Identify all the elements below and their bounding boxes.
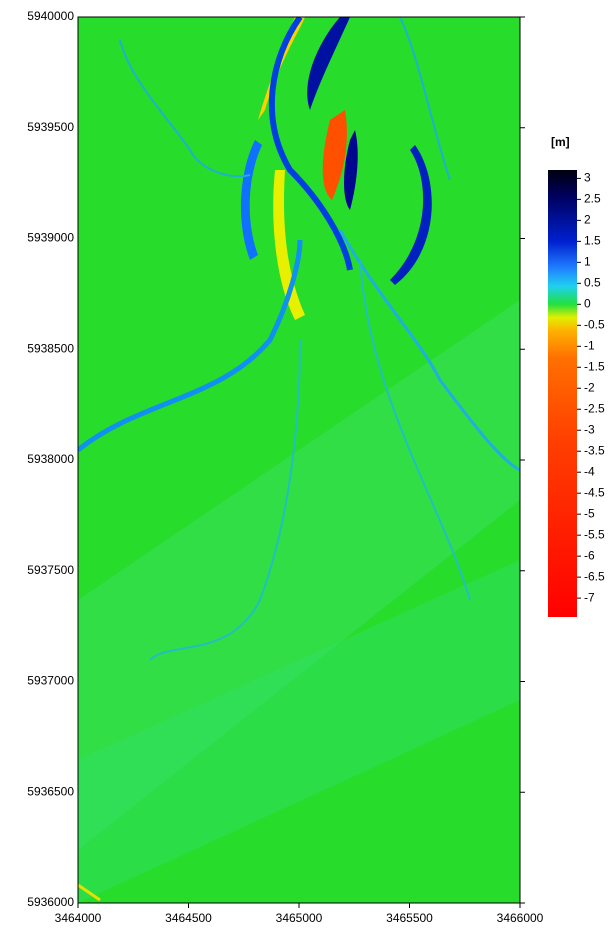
colorbar-tick-label: 1 bbox=[584, 255, 591, 269]
colorbar-tick-label: -2.5 bbox=[584, 401, 605, 415]
map-figure: [m] 3464000 3464500 3465000 3465500 3466000 5… bbox=[0, 0, 614, 933]
colorbar-tick-label: -3.5 bbox=[584, 443, 605, 457]
y-tick-label: 5938500 bbox=[27, 341, 74, 355]
raster bbox=[78, 17, 520, 903]
y-tick-label: 5937500 bbox=[27, 563, 74, 577]
x-tick-label: 3464500 bbox=[165, 911, 212, 925]
colorbar-tick-label: 1.5 bbox=[584, 234, 601, 248]
colorbar-tick-label: 0.5 bbox=[584, 275, 601, 289]
y-tick-label: 5939000 bbox=[27, 231, 74, 245]
colorbar-tick-label: 2.5 bbox=[584, 192, 601, 206]
colorbar-tick-label: -5.5 bbox=[584, 527, 605, 541]
x-tick-label: 3465500 bbox=[386, 911, 433, 925]
x-tick-label: 3464000 bbox=[55, 911, 102, 925]
colorbar-label: [m] bbox=[551, 135, 570, 149]
x-tick-label: 3466000 bbox=[497, 911, 544, 925]
colorbar-tick-label: -4.5 bbox=[584, 485, 605, 499]
colorbar-tick-label: 2 bbox=[584, 213, 591, 227]
colorbar bbox=[548, 170, 577, 617]
colorbar-tick-label: 0 bbox=[584, 296, 591, 310]
y-tick-label: 5936000 bbox=[27, 895, 74, 909]
y-tick-label: 5938000 bbox=[27, 452, 74, 466]
colorbar-tick-label: -4 bbox=[584, 464, 595, 478]
colorbar-tick-label: -2 bbox=[584, 380, 595, 394]
y-tick-label: 5937000 bbox=[27, 674, 74, 688]
colorbar-tick-label: -0.5 bbox=[584, 317, 605, 331]
colorbar-tick-label: -3 bbox=[584, 422, 595, 436]
colorbar-tick-label: -6.5 bbox=[584, 569, 605, 583]
colorbar-tick-label: -1.5 bbox=[584, 359, 605, 373]
x-tick-label: 3465000 bbox=[276, 911, 323, 925]
y-tick-label: 5939500 bbox=[27, 120, 74, 134]
colorbar-tick-label: -7 bbox=[584, 590, 595, 604]
colorbar-tick-label: -6 bbox=[584, 548, 595, 562]
colorbar-tick-label: 3 bbox=[584, 171, 591, 185]
colorbar-tick-label: -1 bbox=[584, 338, 595, 352]
y-tick-label: 5940000 bbox=[27, 9, 74, 23]
colorbar-tick-label: -5 bbox=[584, 506, 595, 520]
y-tick-label: 5936500 bbox=[27, 784, 74, 798]
